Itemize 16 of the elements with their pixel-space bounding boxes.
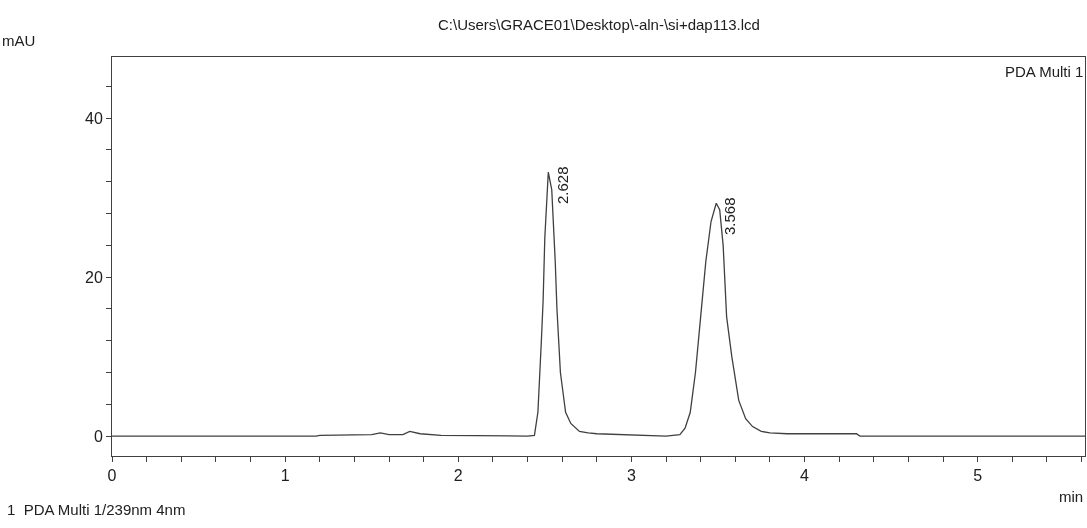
annotation: PDA Multi 1 [1005,63,1084,80]
y-tick-label: 0 [93,427,103,445]
x-tick-label: 5 [973,467,983,485]
annotation: 2.628 [553,166,571,205]
y-axis-title: mAU [2,32,36,49]
y-tick-label: 40 [85,109,103,127]
x-tick-label: 1 [280,467,290,485]
x-axis-title: min [1059,488,1084,505]
x-tick-label: 3 [626,467,636,485]
x-tick-label: 2 [453,467,463,485]
y-tick-label: 20 [85,268,103,286]
annotation: 3.568 [721,197,739,235]
chart-title: C:\Users\GRACE01\Desktop\-aln-\si+dap113.lcd [438,16,760,33]
text: 1 PDA Multi 1/239nm 4nm [7,501,186,518]
x-tick-label: 0 [107,467,117,485]
x-tick-label: 4 [800,467,810,485]
